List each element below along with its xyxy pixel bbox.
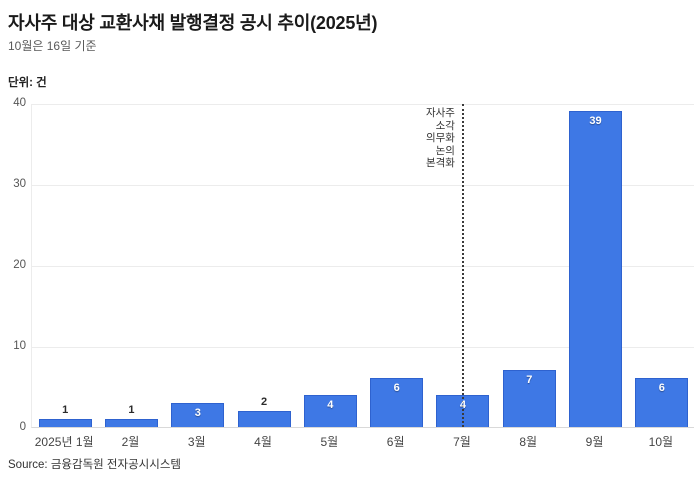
- gridline-y-10: [32, 346, 694, 348]
- x-axis-tick-9월: 9월: [585, 435, 604, 449]
- bar-value-label-9월: 39: [589, 115, 602, 127]
- bar-9월: [569, 111, 623, 427]
- annotation-text: 자사주 소각 의무화 논의 본격화: [425, 107, 455, 169]
- bar-value-label-10월: 6: [658, 382, 665, 394]
- y-axis-tick-30: 30: [13, 178, 26, 190]
- y-axis-tick-40: 40: [13, 97, 26, 109]
- bar-value-label-4월: 2: [260, 396, 268, 408]
- y-axis-tick-10: 10: [13, 340, 26, 352]
- y-axis-tick-0: 0: [19, 421, 26, 433]
- bar-3월: [171, 403, 225, 427]
- bar-2025년 1월: [38, 419, 92, 427]
- x-axis-tick-2025년 1월: 2025년 1월: [34, 435, 94, 449]
- bar-value-label-2025년 1월: 1: [62, 404, 69, 416]
- y-axis-tick-20: 20: [13, 259, 26, 271]
- bar-2월: [104, 419, 158, 427]
- bar-6월: [370, 378, 424, 427]
- x-axis-tick-7월: 7월: [453, 435, 471, 449]
- bar-value-label-3월: 3: [194, 407, 201, 419]
- bar-value-label-7월: 4: [459, 399, 466, 411]
- x-axis-tick-4월: 4월: [254, 435, 272, 449]
- bar-5월: [303, 395, 357, 427]
- chart-subtitle: 10월은 16일 기준: [8, 39, 97, 53]
- bar-10월: [635, 378, 689, 427]
- unit-label: 단위: 건: [8, 77, 47, 89]
- bar-value-label-8월: 7: [526, 374, 533, 386]
- annotation-dotted-line: [461, 104, 464, 427]
- page-title: 자사주 대상 교환사채 발행결정 공시 추이(2025년): [8, 13, 378, 33]
- source-credit: Source: 금융감독원 전자공시시스템: [8, 459, 181, 471]
- bar-value-label-6월: 6: [393, 382, 400, 394]
- x-axis-tick-2월: 2월: [121, 435, 140, 449]
- x-axis-tick-3월: 3월: [187, 435, 206, 449]
- gridline-y-40: [32, 103, 694, 105]
- bar-chart-plot-area: 1 1 3 2 4 6 4 7 39 6 자사주 소각 의무화 논의 본격화: [31, 103, 694, 428]
- x-axis-tick-5월: 5월: [320, 435, 339, 449]
- bar-value-label-2월: 1: [128, 404, 135, 416]
- bar-8월: [502, 370, 556, 427]
- bar-value-label-5월: 4: [327, 399, 334, 411]
- x-axis-tick-10월: 10월: [648, 435, 674, 449]
- gridline-y-30: [32, 184, 694, 186]
- bar-4월: [237, 411, 291, 427]
- x-axis-tick-8월: 8월: [519, 435, 538, 449]
- x-axis-tick-6월: 6월: [386, 435, 405, 449]
- gridline-y-20: [32, 265, 694, 267]
